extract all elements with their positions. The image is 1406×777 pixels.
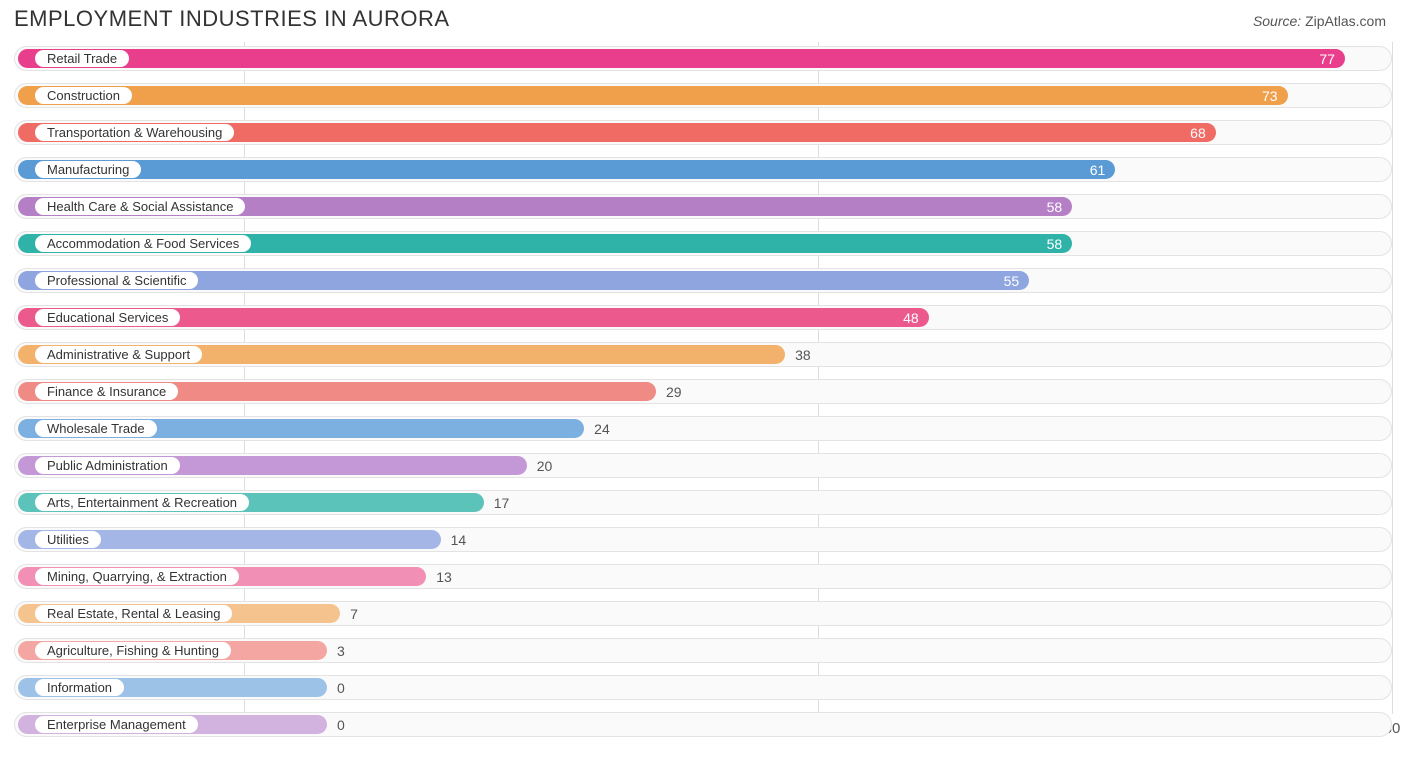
bar-row: Information 0	[14, 671, 1392, 704]
bar-value: 7	[344, 604, 358, 623]
bar-label: Mining, Quarrying, & Extraction	[34, 567, 240, 586]
bar-value: 55	[18, 271, 1029, 290]
bar-row: Utilities 14	[14, 523, 1392, 556]
bar-row: Mining, Quarrying, & Extraction 13	[14, 560, 1392, 593]
plot-area: Retail Trade77 Construction73 Transportati…	[14, 42, 1392, 742]
bar-label: Agriculture, Fishing & Hunting	[34, 641, 232, 660]
source-label: Source:	[1253, 13, 1301, 29]
bar-value: 29	[660, 382, 682, 401]
bar-row: Professional & Scientific55	[14, 264, 1392, 297]
bar-row: Accommodation & Food Services58	[14, 227, 1392, 260]
bar-row: Arts, Entertainment & Recreation 17	[14, 486, 1392, 519]
source-value: ZipAtlas.com	[1305, 13, 1386, 29]
bar-row: Manufacturing61	[14, 153, 1392, 186]
bar-value: 58	[18, 197, 1072, 216]
bar-label: Information	[34, 678, 125, 697]
bar-row: Finance & Insurance 29	[14, 375, 1392, 408]
chart-header: EMPLOYMENT INDUSTRIES IN AURORA Source: …	[0, 0, 1406, 34]
bar-value: 14	[445, 530, 467, 549]
bar-label: Real Estate, Rental & Leasing	[34, 604, 233, 623]
bar-value: 48	[18, 308, 929, 327]
bar-row: Agriculture, Fishing & Hunting 3	[14, 634, 1392, 667]
bar-label: Enterprise Management	[34, 715, 199, 734]
chart-source: Source: ZipAtlas.com	[1253, 13, 1386, 29]
bar-label: Finance & Insurance	[34, 382, 179, 401]
bar-row: Administrative & Support 38	[14, 338, 1392, 371]
bar-value: 24	[588, 419, 610, 438]
bar-row: Real Estate, Rental & Leasing 7	[14, 597, 1392, 630]
bar-row: Educational Services48	[14, 301, 1392, 334]
bar-value: 61	[18, 160, 1115, 179]
bar-label: Administrative & Support	[34, 345, 203, 364]
bar-label: Public Administration	[34, 456, 181, 475]
bar-value: 13	[430, 567, 452, 586]
bar-value: 58	[18, 234, 1072, 253]
bar-value: 17	[488, 493, 510, 512]
bar-value: 73	[18, 86, 1288, 105]
bar-label: Wholesale Trade	[34, 419, 158, 438]
bar-value: 68	[18, 123, 1216, 142]
bar-label: Utilities	[34, 530, 102, 549]
bar-value: 77	[18, 49, 1345, 68]
bar-row: Transportation & Warehousing68	[14, 116, 1392, 149]
bar-value: 0	[331, 678, 345, 697]
bar-value: 0	[331, 715, 345, 734]
bar-label: Arts, Entertainment & Recreation	[34, 493, 250, 512]
bar-row: Health Care & Social Assistance58	[14, 190, 1392, 223]
gridline	[1392, 42, 1393, 714]
bar-value: 3	[331, 641, 345, 660]
chart-area: Retail Trade77 Construction73 Transportati…	[14, 42, 1392, 742]
bars-container: Retail Trade77 Construction73 Transportati…	[14, 42, 1392, 741]
bar-row: Enterprise Management 0	[14, 708, 1392, 741]
chart-title: EMPLOYMENT INDUSTRIES IN AURORA	[14, 6, 450, 32]
bar-value: 38	[789, 345, 811, 364]
bar-row: Construction73	[14, 79, 1392, 112]
bar-row: Wholesale Trade 24	[14, 412, 1392, 445]
bar-value: 20	[531, 456, 553, 475]
bar-row: Retail Trade77	[14, 42, 1392, 75]
bar-row: Public Administration 20	[14, 449, 1392, 482]
